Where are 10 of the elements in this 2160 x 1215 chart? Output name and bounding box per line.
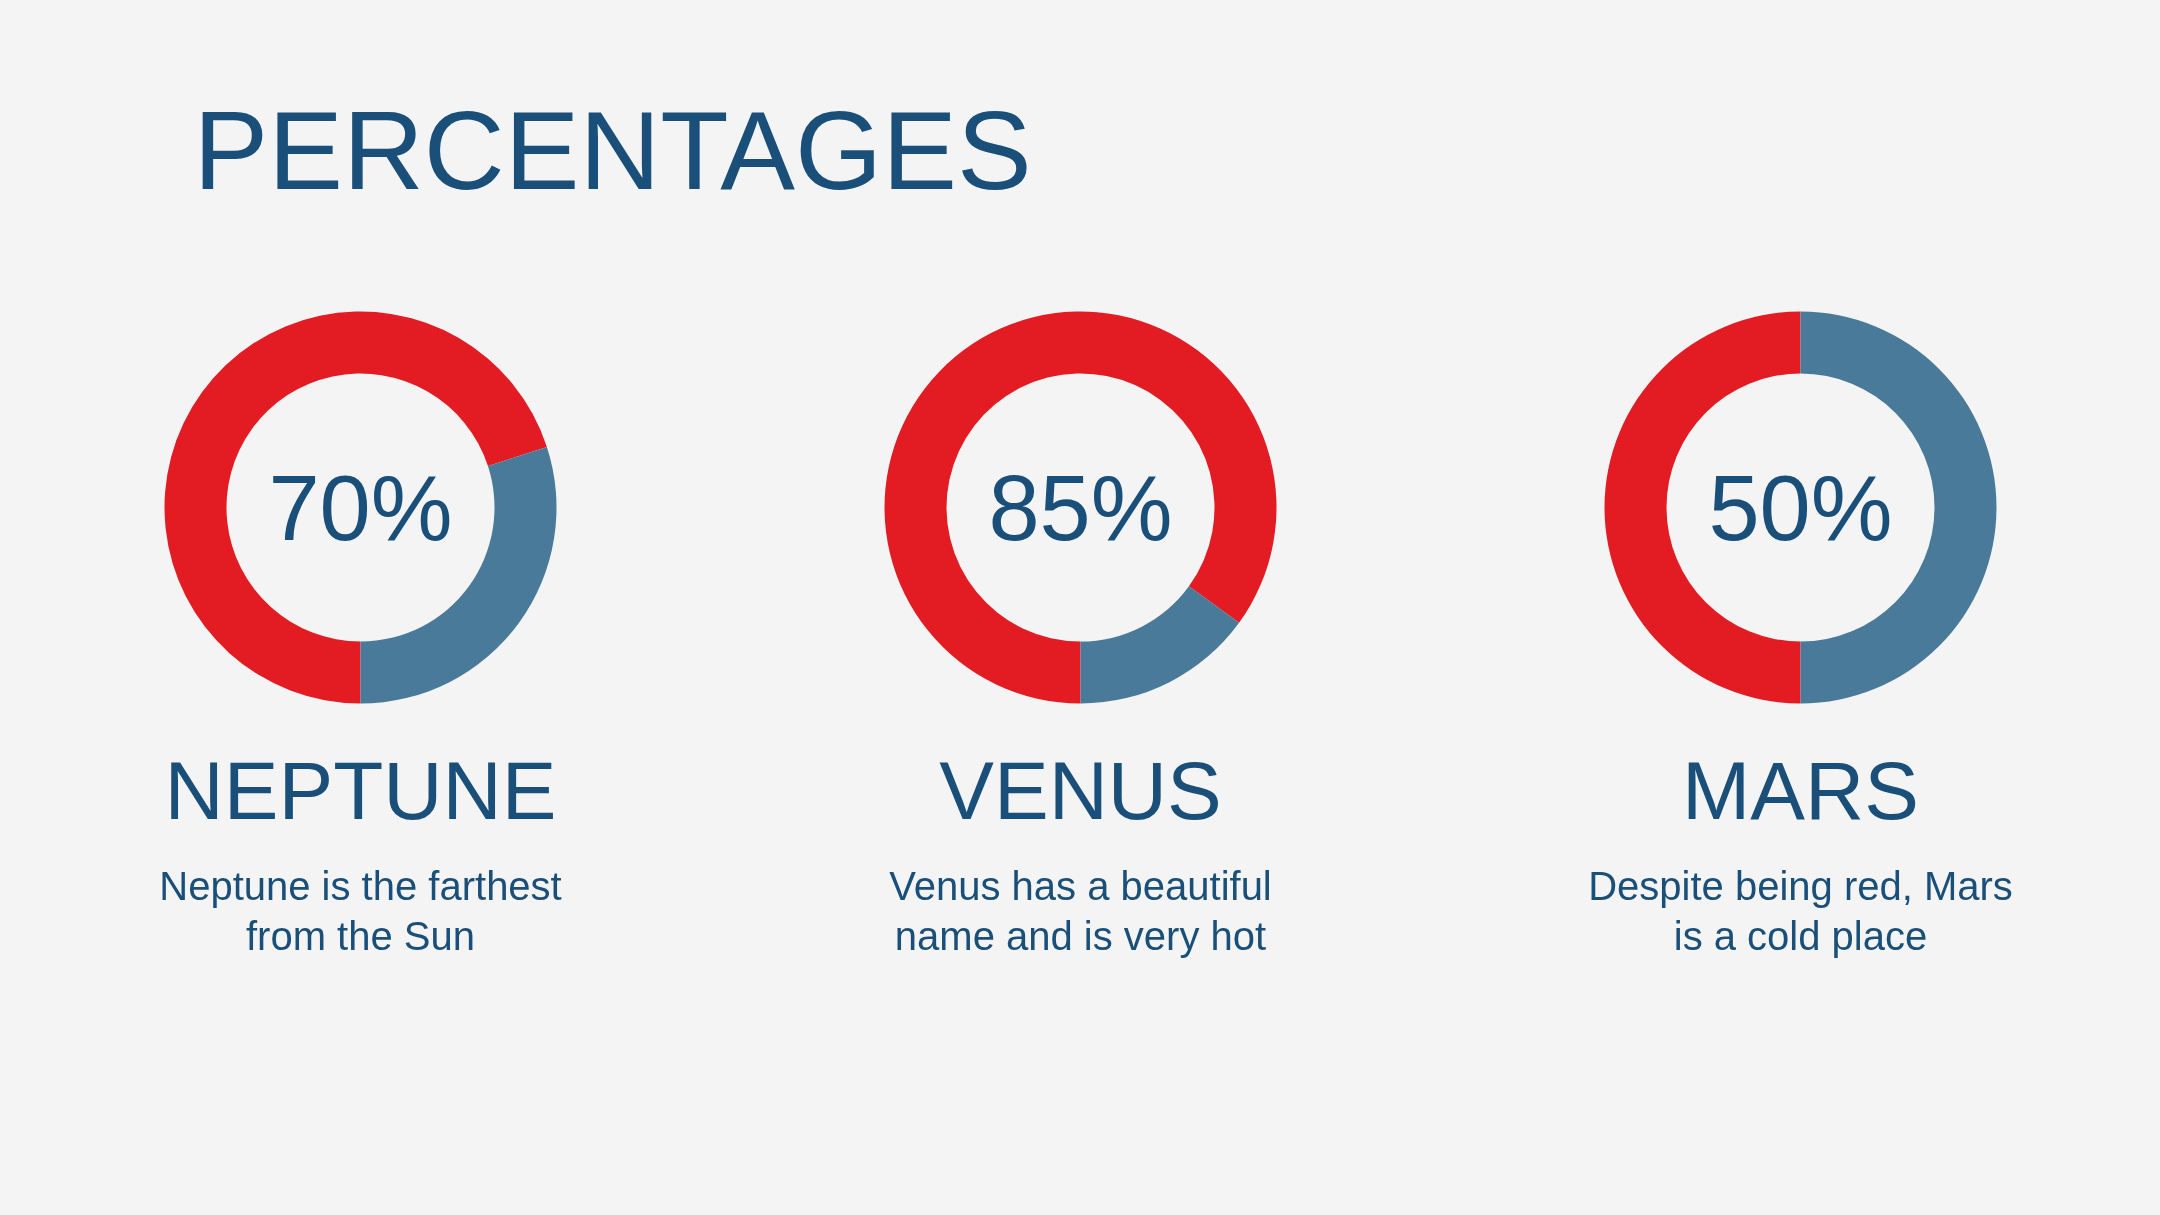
text: 50% bbox=[1708, 456, 1893, 559]
text: Neptune is the farthest from the Sun bbox=[159, 863, 562, 958]
text: PERCENTAGES bbox=[193, 88, 1032, 213]
text: 70% bbox=[268, 456, 453, 559]
text: VENUS bbox=[939, 745, 1222, 836]
text: 85% bbox=[988, 456, 1173, 559]
text: Venus has a beautiful name and is very hot bbox=[889, 863, 1272, 958]
text: NEPTUNE bbox=[164, 745, 557, 836]
text: Despite being red, Mars is a cold place bbox=[1588, 863, 2013, 958]
text: MARS bbox=[1682, 745, 1919, 836]
